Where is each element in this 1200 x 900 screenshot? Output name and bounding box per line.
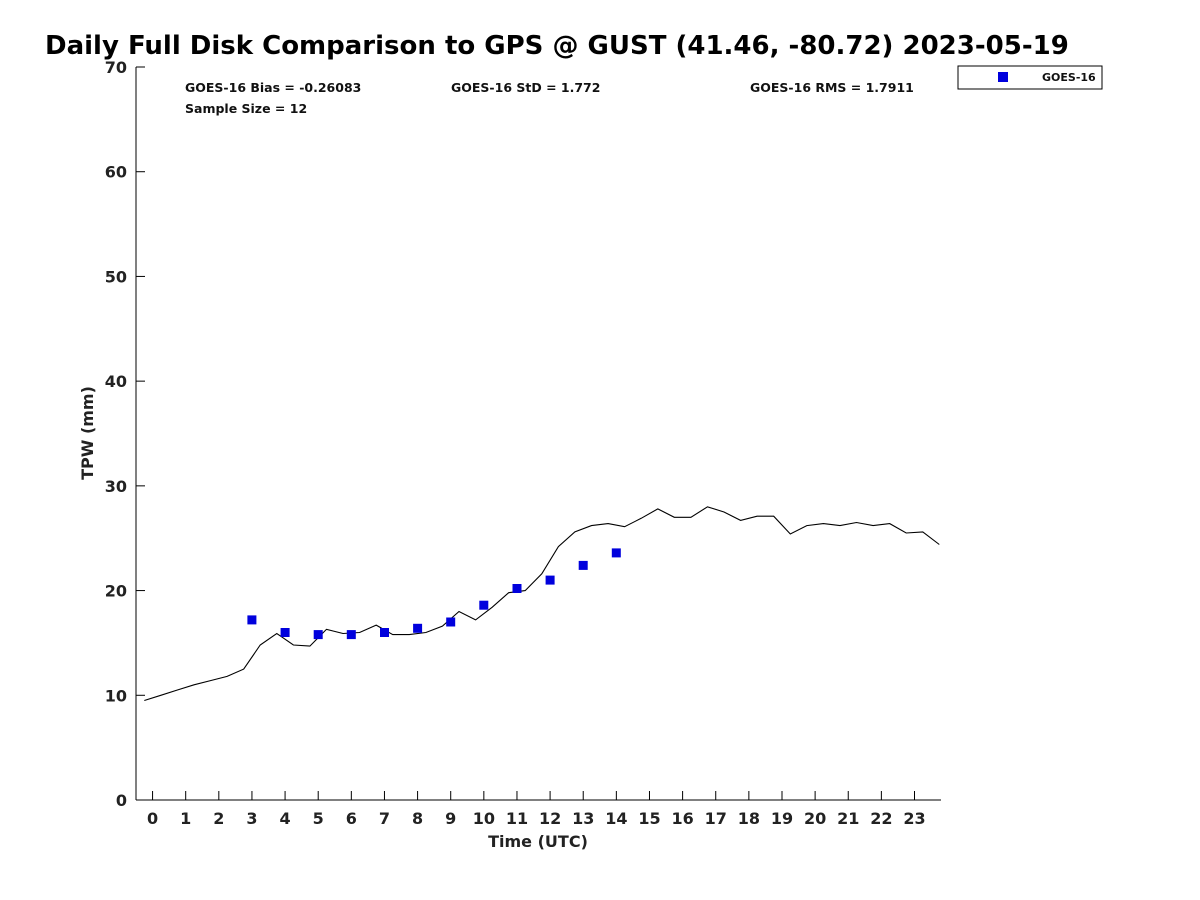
goes16-marker-layer (247, 548, 621, 640)
y-tick-label: 10 (105, 686, 127, 705)
x-tick-label: 2 (213, 809, 224, 828)
legend-label-goes16: GOES-16 (1042, 71, 1096, 84)
goes16-marker (280, 628, 290, 637)
y-tick-label: 20 (105, 582, 127, 601)
x-tick-label: 3 (246, 809, 257, 828)
x-axis-label: Time (UTC) (488, 832, 588, 851)
x-tick-label: 23 (903, 809, 925, 828)
goes16-marker (313, 630, 323, 640)
y-tick-label: 70 (105, 58, 127, 77)
x-tick-label: 1 (180, 809, 191, 828)
goes16-marker (446, 617, 456, 627)
x-tick-label: 15 (638, 809, 660, 828)
x-tick-label: 14 (605, 809, 627, 828)
goes16-marker (545, 575, 555, 585)
gps-tpw-line (144, 506, 940, 702)
goes16-marker (578, 560, 588, 570)
x-tick-label: 5 (313, 809, 324, 828)
x-tick-label: 19 (771, 809, 793, 828)
y-tick-label: 60 (105, 163, 127, 182)
gps-line-layer (144, 506, 940, 702)
goes16-marker (380, 628, 389, 637)
x-tick-label: 10 (473, 809, 495, 828)
goes16-marker (413, 623, 423, 633)
plot-axes: 0 1 2 3 4 5 6 7 8 9 10 11 12 13 14 15 16 17 18 19 20 21 22 2301… (105, 58, 941, 828)
legend: GOES-16 (957, 65, 1103, 90)
x-tick-label: 8 (412, 809, 423, 828)
y-tick-label: 0 (116, 791, 127, 810)
x-tick-label: 11 (506, 809, 528, 828)
y-tick-label: 40 (105, 372, 127, 391)
goes16-marker (611, 548, 621, 558)
bias-stat: GOES-16 Bias = -0.26083 (185, 80, 361, 95)
legend-box (957, 65, 1103, 90)
x-tick-label: 16 (671, 809, 693, 828)
goes16-marker (346, 630, 356, 640)
x-tick-label: 9 (445, 809, 456, 828)
y-tick-label: 50 (105, 267, 127, 286)
goes16-marker (512, 584, 522, 593)
sample-size-stat: Sample Size = 12 (185, 101, 307, 116)
x-tick-label: 6 (346, 809, 357, 828)
y-axis-label: TPW (mm) (78, 386, 97, 480)
x-tick-label: 4 (280, 809, 291, 828)
std-stat: GOES-16 StD = 1.772 (451, 80, 600, 95)
x-tick-label: 17 (705, 809, 727, 828)
goes16-marker (479, 600, 489, 610)
x-tick-label: 22 (870, 809, 892, 828)
x-tick-label: 18 (738, 809, 760, 828)
x-tick-label: 12 (539, 809, 561, 828)
rms-stat: GOES-16 RMS = 1.7911 (750, 80, 914, 95)
legend-marker-goes16 (998, 72, 1008, 82)
y-tick-label: 30 (105, 477, 127, 496)
stats-panel: GOES-16 Bias = -0.26083 GOES-16 StD = 1.… (185, 80, 914, 116)
x-tick-label: 0 (147, 809, 158, 828)
x-tick-label: 21 (837, 809, 859, 828)
x-tick-label: 13 (572, 809, 594, 828)
x-tick-label: 7 (379, 809, 390, 828)
goes16-marker (247, 615, 257, 625)
chart-title: Daily Full Disk Comparison to GPS @ GUST… (45, 31, 1069, 61)
x-tick-label: 20 (804, 809, 826, 828)
